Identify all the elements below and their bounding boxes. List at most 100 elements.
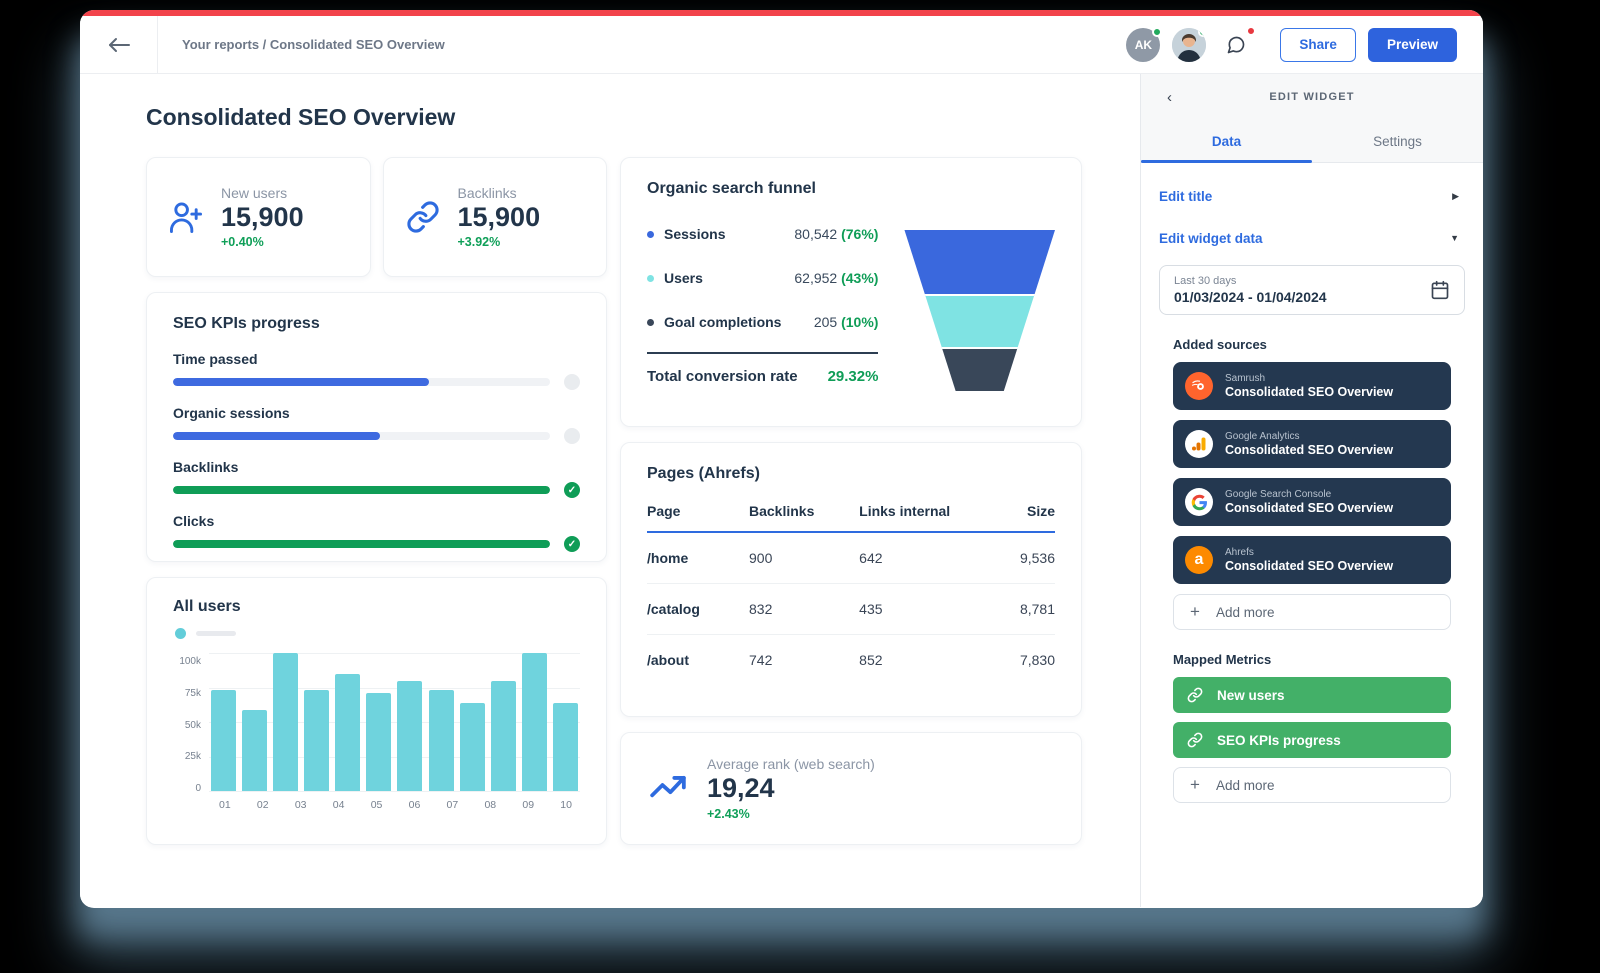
source-card-semrush[interactable]: Samrush Consolidated SEO Overview xyxy=(1173,362,1451,410)
add-more-label: Add more xyxy=(1215,604,1275,620)
mapped-metric-seo-kpis-progress[interactable]: SEO KPIs progress xyxy=(1173,722,1451,758)
kpi-delta: +3.92% xyxy=(457,235,501,250)
add-more-label: Add more xyxy=(1215,777,1275,793)
tab-data[interactable]: Data xyxy=(1141,120,1312,163)
gridline xyxy=(209,722,580,723)
kpi-value: 15,900 xyxy=(457,201,541,232)
source-card-ahrefs[interactable]: a Ahrefs Consolidated SEO Overview xyxy=(1173,536,1451,584)
source-card-google-analytics[interactable]: Google Analytics Consolidated SEO Overvi… xyxy=(1173,420,1451,468)
edit-widget-data-row[interactable]: Edit widget data ▼ xyxy=(1159,217,1465,259)
added-sources-label: Added sources xyxy=(1173,337,1267,352)
column-header: Page xyxy=(647,503,749,533)
source-card-google-search-console[interactable]: Google Search Console Consolidated SEO O… xyxy=(1173,478,1451,526)
bar xyxy=(459,702,485,791)
mapped-metric-new-users[interactable]: New users xyxy=(1173,677,1451,713)
cell-size: 9,536 xyxy=(993,532,1055,584)
semrush-icon xyxy=(1185,372,1213,400)
bar xyxy=(490,680,516,791)
share-button[interactable]: Share xyxy=(1280,27,1356,62)
funnel-segment-sessions xyxy=(904,230,1055,294)
source-name: Google Analytics xyxy=(1225,431,1300,442)
kpi-delta: +0.40% xyxy=(221,235,264,250)
add-metric-button[interactable]: + Add more xyxy=(1173,767,1451,803)
chart-legend xyxy=(175,628,580,639)
pages-ahrefs-widget[interactable]: Pages (Ahrefs) Page Backlinks Links inte… xyxy=(620,442,1082,717)
user-plus-icon xyxy=(167,201,205,233)
metric-label: SEO KPIs progress xyxy=(1217,732,1341,748)
seo-kpis-progress-widget[interactable]: SEO KPIs progress Time passed Organic se… xyxy=(146,292,607,562)
person-photo-placeholder xyxy=(1172,27,1207,62)
average-rank-widget[interactable]: Average rank (web search) 19,24 +2.43% xyxy=(620,732,1082,845)
preview-button[interactable]: Preview xyxy=(1367,27,1457,62)
x-tick: 01 xyxy=(219,799,231,811)
table-row: /catalog 832 435 8,781 xyxy=(647,583,1055,635)
link-icon xyxy=(1187,732,1203,748)
progress-fill xyxy=(173,540,550,548)
bar xyxy=(211,690,236,791)
gridline xyxy=(209,756,580,758)
date-range-value: 01/03/2024 - 01/04/2024 xyxy=(1174,289,1327,305)
y-tick: 100k xyxy=(179,656,201,667)
avatar-photo[interactable] xyxy=(1172,27,1207,62)
back-arrow-icon xyxy=(107,37,131,53)
funnel-value: 80,542 (76%) xyxy=(794,226,879,242)
y-tick: 0 xyxy=(195,783,201,794)
funnel-chart xyxy=(904,230,1055,391)
kpi-card-new-users[interactable]: New users 15,900 +0.40% xyxy=(146,157,371,277)
edit-title-row[interactable]: Edit title ▶ xyxy=(1159,175,1465,217)
bar xyxy=(242,709,268,791)
progress-row: Backlinks ✓ xyxy=(173,459,580,498)
progress-label: Clicks xyxy=(173,513,215,529)
progress-track xyxy=(173,378,550,386)
all-users-widget[interactable]: All users 100k 75k 50k 25k 0 xyxy=(146,577,607,845)
bar xyxy=(428,690,454,791)
gridline xyxy=(209,653,580,654)
kpi-label: New users xyxy=(221,184,288,201)
date-range-picker[interactable]: Last 30 days 01/03/2024 - 01/04/2024 xyxy=(1159,265,1465,315)
chat-bubble-icon xyxy=(1228,36,1245,53)
legend-placeholder xyxy=(196,631,236,636)
cell-size: 8,781 xyxy=(993,583,1055,635)
ahrefs-icon: a xyxy=(1185,546,1213,574)
cell-links-internal: 852 xyxy=(859,652,883,668)
x-tick: 05 xyxy=(370,799,383,811)
bar xyxy=(304,690,330,791)
cell-links-internal: 642 xyxy=(859,532,994,584)
funnel-row: Users 62,952 (43%) xyxy=(647,270,878,286)
panel-back-chevron-icon[interactable]: ‹ xyxy=(1167,88,1172,106)
progress-fill xyxy=(173,432,381,440)
funnel-label: Goal completions xyxy=(664,314,782,330)
avatar-ak[interactable]: AK xyxy=(1126,26,1163,62)
app-window: Your reports / Consolidated SEO Overview… xyxy=(80,10,1483,908)
kpi-card-backlinks[interactable]: Backlinks 15,900 +3.92% xyxy=(382,157,607,277)
add-source-button[interactable]: + Add more xyxy=(1173,594,1451,630)
funnel-value: 62,952 (43%) xyxy=(794,270,879,286)
panel-title: EDIT WIDGET xyxy=(1269,91,1355,103)
edit-title-link[interactable]: Edit title xyxy=(1159,188,1213,204)
table-row: /home 900 642 9,536 xyxy=(647,532,1055,584)
chevron-right-icon: ▶ xyxy=(1452,190,1459,201)
progress-status-pending-icon xyxy=(564,374,580,390)
panel-tabs: Data Settings xyxy=(1141,120,1483,163)
funnel-label: Users xyxy=(664,270,703,286)
y-tick: 50k xyxy=(184,719,201,731)
plus-icon: + xyxy=(1190,602,1200,621)
x-tick: 04 xyxy=(332,799,345,811)
pages-table: Page Backlinks Links internal Size /home… xyxy=(647,503,1055,685)
widget-title: Pages (Ahrefs) xyxy=(647,465,760,482)
progress-row: Clicks ✓ xyxy=(173,513,580,552)
back-button[interactable] xyxy=(80,16,158,73)
source-name: Google Search Console xyxy=(1225,489,1332,500)
cell-backlinks: 742 xyxy=(749,652,773,668)
x-tick: 02 xyxy=(256,799,269,811)
progress-track xyxy=(173,432,550,440)
google-analytics-icon xyxy=(1185,430,1213,458)
column-header: Links internal xyxy=(859,503,994,533)
avatar-initials: AK xyxy=(1134,37,1153,52)
organic-search-funnel-widget[interactable]: Organic search funnel Sessions 80,542 (7… xyxy=(620,157,1082,427)
tab-settings[interactable]: Settings xyxy=(1373,133,1422,149)
page-title: Consolidated SEO Overview xyxy=(146,104,456,130)
cell-backlinks: 832 xyxy=(749,583,860,635)
edit-widget-data-link[interactable]: Edit widget data xyxy=(1159,230,1263,246)
comments-button[interactable] xyxy=(1218,25,1257,63)
